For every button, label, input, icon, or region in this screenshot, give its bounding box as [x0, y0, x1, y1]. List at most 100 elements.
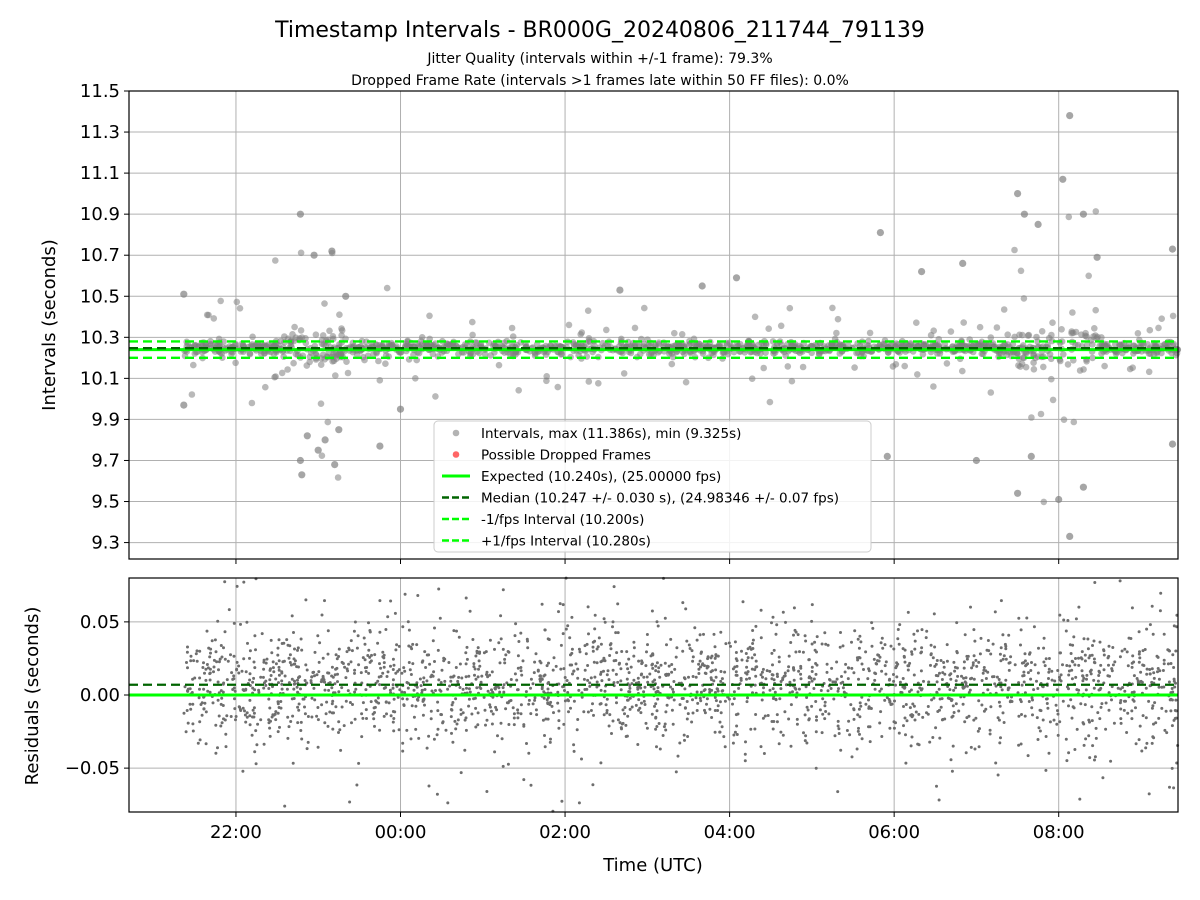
residual-point	[337, 731, 340, 734]
residual-point	[536, 669, 540, 673]
residual-point	[998, 681, 1002, 685]
residual-point	[201, 666, 205, 669]
residual-point	[238, 708, 242, 711]
residual-point	[857, 646, 861, 650]
residual-point	[394, 648, 398, 652]
residual-point	[685, 700, 689, 703]
residual-point	[792, 678, 796, 682]
residual-point	[918, 686, 922, 690]
interval-point	[233, 298, 241, 306]
residual-point	[1001, 711, 1005, 715]
residual-point	[1132, 674, 1136, 678]
residual-point	[586, 678, 590, 682]
top-y-tick-label: 9.9	[91, 409, 120, 430]
residual-point	[557, 726, 561, 730]
residual-point	[718, 730, 722, 734]
residual-point	[1059, 673, 1063, 677]
interval-point	[565, 321, 573, 329]
residual-point	[388, 688, 392, 692]
residual-point	[243, 713, 247, 717]
residual-point	[203, 701, 207, 705]
bottom-y-tick-label: 0.05	[80, 612, 120, 633]
residual-point	[1006, 686, 1010, 690]
residual-point	[513, 672, 517, 676]
residual-point	[384, 700, 388, 704]
residual-point	[1086, 637, 1090, 641]
residual-point	[353, 717, 357, 721]
residual-point	[642, 699, 646, 703]
residual-point	[685, 717, 689, 721]
residual-point	[627, 690, 631, 694]
residual-point	[977, 660, 981, 664]
residual-point	[1093, 581, 1097, 584]
residual-point	[447, 661, 451, 664]
residual-point	[1087, 718, 1091, 722]
residual-point	[1101, 776, 1105, 780]
residual-point	[695, 638, 699, 642]
residual-point	[963, 720, 967, 724]
residual-point	[431, 674, 435, 678]
residual-point	[611, 668, 615, 672]
interval-point	[382, 360, 389, 368]
residual-point	[296, 646, 300, 650]
interval-point	[317, 361, 325, 369]
residual-point	[317, 670, 321, 674]
residual-point	[675, 646, 679, 650]
residual-point	[969, 605, 972, 609]
interval-point	[326, 327, 333, 335]
residual-point	[416, 594, 420, 597]
residual-point	[903, 716, 907, 720]
residual-point	[242, 657, 246, 661]
residual-point	[949, 758, 953, 762]
interval-outlier-point	[959, 259, 967, 267]
residual-point	[285, 687, 289, 691]
interval-point	[927, 331, 935, 339]
residual-point	[1058, 651, 1062, 655]
residual-point	[212, 658, 216, 662]
residual-point	[303, 679, 307, 682]
residual-point	[277, 681, 280, 685]
interval-point	[191, 350, 199, 357]
residual-point	[382, 661, 386, 665]
residual-point	[580, 695, 584, 699]
residual-point	[410, 704, 414, 708]
residual-point	[421, 713, 425, 717]
residual-point	[946, 696, 950, 700]
residual-point	[723, 699, 727, 703]
residual-point	[406, 686, 410, 690]
residual-point	[904, 703, 908, 706]
residual-point	[205, 663, 209, 666]
residual-point	[1174, 698, 1178, 702]
residual-point	[1027, 700, 1031, 703]
residual-point	[1083, 653, 1087, 657]
residual-point	[1119, 721, 1123, 725]
residual-point	[643, 685, 647, 689]
residual-point	[391, 686, 395, 690]
residual-point	[440, 713, 443, 717]
residual-point	[276, 711, 280, 715]
residual-point	[823, 704, 827, 708]
residual-point	[218, 657, 222, 661]
residual-point	[543, 745, 547, 749]
residual-point	[551, 668, 555, 672]
residual-point	[1045, 702, 1049, 705]
residual-point	[1026, 671, 1030, 675]
residual-point	[664, 710, 668, 714]
residual-point	[770, 677, 774, 681]
residual-point	[558, 602, 562, 606]
residual-point	[217, 668, 220, 672]
residual-point	[338, 728, 342, 732]
residual-point	[1172, 666, 1176, 669]
residual-point	[345, 650, 349, 654]
residual-point	[1092, 660, 1096, 664]
residual-point	[538, 659, 542, 663]
residual-point	[804, 685, 808, 689]
residual-point	[925, 711, 928, 715]
residual-point	[280, 679, 284, 683]
residual-point	[401, 749, 405, 753]
residual-point	[382, 665, 386, 669]
interval-point	[836, 350, 844, 357]
interval-point	[515, 387, 522, 394]
residual-point	[603, 689, 607, 693]
interval-point	[930, 383, 937, 390]
